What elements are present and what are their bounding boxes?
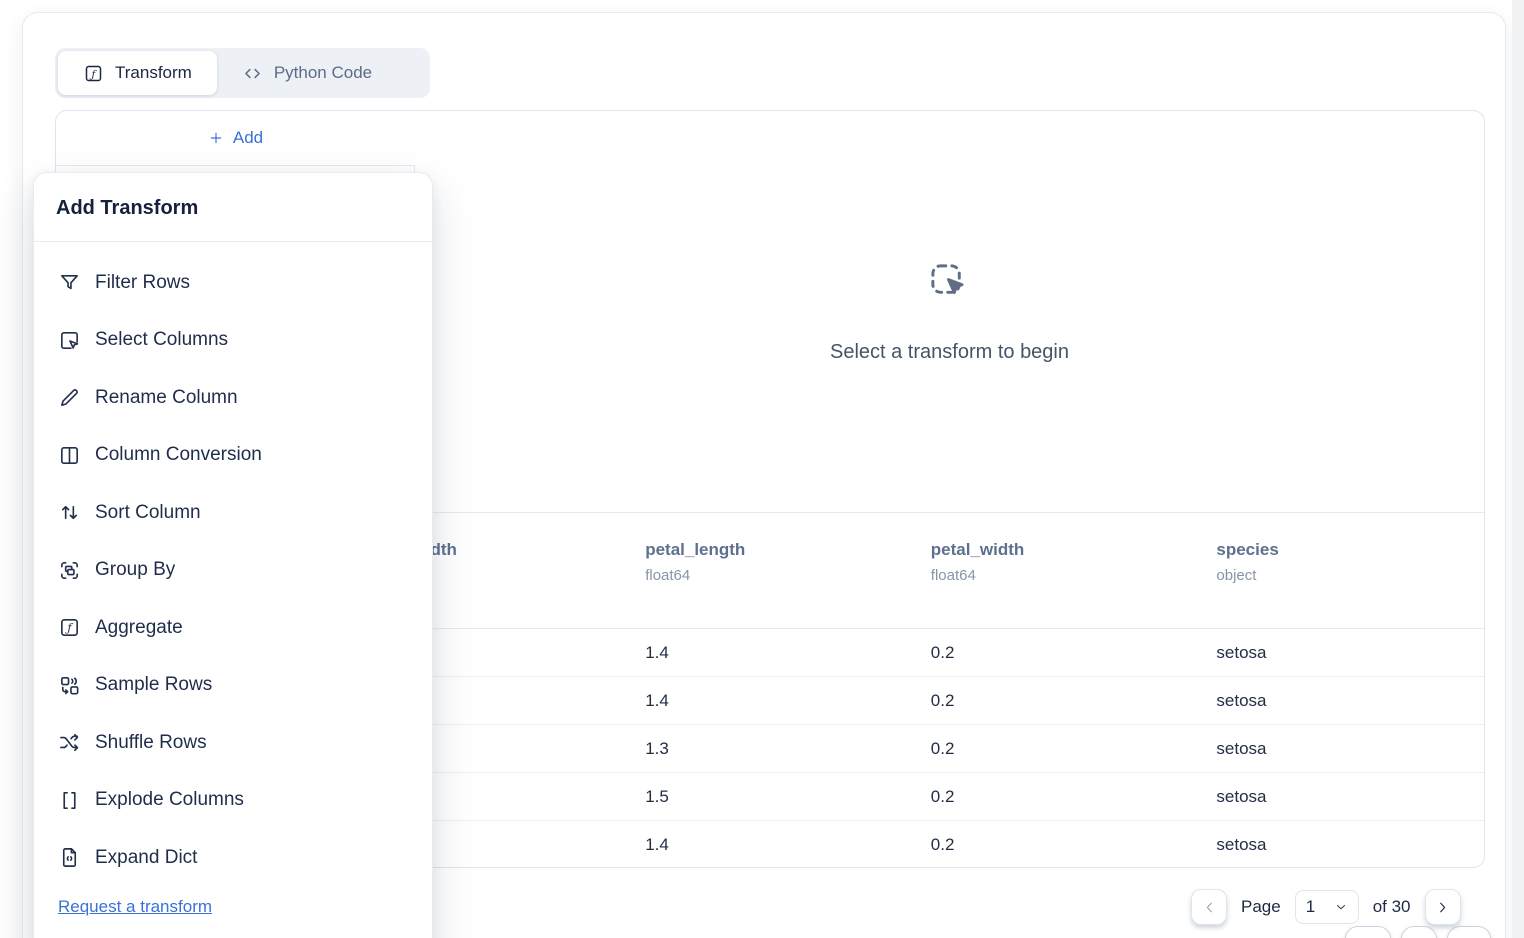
menu-item-shuffle-rows[interactable]: Shuffle Rows [34, 714, 432, 772]
table-cell: 0.2 [930, 643, 955, 662]
empty-state: Select a transform to begin [415, 111, 1484, 512]
sample-icon [58, 674, 81, 697]
menu-item-label: Shuffle Rows [95, 731, 207, 753]
scrollbar-track[interactable] [1512, 0, 1524, 938]
table-cell: 1.4 [645, 691, 669, 710]
table-cell: 1.5 [645, 787, 669, 806]
tab-transform[interactable]: ƒ Transform [58, 51, 217, 95]
table-cell: 0.2 [930, 739, 955, 758]
table-cell: 1.3 [645, 739, 669, 758]
table-body: 1.4 0.2 setosa 1.4 0.2 setosa 1.3 0.2 setosa 1.5 0… [56, 629, 1484, 867]
menu-title: Add Transform [34, 173, 432, 242]
menu-item-aggregate[interactable]: ƒ Aggregate [34, 599, 432, 657]
table-row: 1.4 0.2 setosa [56, 629, 1484, 677]
pencil-icon [58, 386, 81, 409]
svg-text:ƒ: ƒ [64, 621, 73, 635]
menu-item-label: Select Columns [95, 329, 229, 351]
table-cell: setosa [1216, 691, 1267, 710]
column-dtype: float64 [930, 567, 976, 584]
chevron-left-icon [1201, 899, 1218, 916]
page-number-select[interactable]: 1 [1294, 890, 1359, 924]
menu-item-label: Expand Dict [95, 846, 198, 868]
chevron-down-icon [1334, 900, 1348, 914]
function-icon: ƒ [83, 63, 104, 84]
view-tab-group: ƒ Transform Python Code [55, 48, 430, 98]
table-cell: setosa [1216, 787, 1267, 806]
menu-item-label: Sort Column [95, 501, 201, 523]
pagination-bar: Page 1 of 30 [1191, 889, 1461, 925]
cursor-select-icon [926, 259, 973, 311]
menu-item-expand-dict[interactable]: Expand Dict [34, 829, 432, 887]
cutoff-button[interactable] [1345, 926, 1391, 938]
menu-item-rename-column[interactable]: Rename Column [34, 369, 432, 427]
tab-python-code[interactable]: Python Code [217, 51, 397, 95]
menu-item-list: Filter Rows Select Columns Rename Column Co… [34, 242, 432, 887]
column-name: species [1216, 540, 1279, 559]
table-cell: 1.4 [645, 643, 669, 662]
chevron-right-icon [1434, 899, 1451, 916]
cutoff-button[interactable] [1447, 926, 1491, 938]
table-row: 1.3 0.2 setosa [56, 725, 1484, 773]
previous-page-button[interactable] [1191, 889, 1227, 925]
table-cell: 0.2 [930, 835, 955, 854]
menu-item-label: Aggregate [95, 616, 183, 638]
columns-icon [58, 444, 81, 467]
empty-state-message: Select a transform to begin [829, 341, 1069, 363]
add-transform-menu: Add Transform Filter Rows Select Columns R… [33, 172, 433, 938]
page-label: Page [1241, 897, 1281, 916]
menu-item-filter-rows[interactable]: Filter Rows [34, 254, 432, 312]
table-cell: 1.4 [645, 835, 669, 854]
filter-icon [58, 271, 81, 294]
menu-item-label: Column Conversion [95, 444, 262, 466]
table-cell: setosa [1216, 643, 1267, 662]
brackets-icon [58, 789, 81, 812]
current-page-value: 1 [1305, 897, 1316, 916]
select-columns-icon [58, 329, 81, 352]
next-page-button[interactable] [1424, 889, 1461, 925]
function-icon: ƒ [58, 616, 81, 639]
request-transform-link[interactable]: Request a transform [58, 896, 213, 916]
tab-python-code-label: Python Code [273, 63, 373, 82]
menu-item-sort-column[interactable]: Sort Column [34, 484, 432, 542]
menu-item-label: Rename Column [95, 386, 238, 408]
column-name: petal_length [645, 540, 746, 559]
column-name: petal_width [930, 540, 1025, 559]
table-cell: setosa [1216, 739, 1267, 758]
menu-footer: Request a transform [58, 897, 432, 917]
menu-item-label: Group By [95, 559, 176, 581]
column-dtype: object [1216, 567, 1257, 584]
sort-icon [58, 501, 81, 524]
expand-dict-icon [58, 846, 81, 869]
menu-item-explode-columns[interactable]: Explode Columns [34, 772, 432, 830]
column-header: petal_width float64 [913, 513, 1199, 628]
column-header: species object [1198, 513, 1484, 628]
menu-item-label: Sample Rows [95, 674, 213, 696]
table-row: 1.4 0.2 setosa [56, 821, 1484, 867]
column-dtype: float64 [645, 567, 691, 584]
menu-item-sample-rows[interactable]: Sample Rows [34, 657, 432, 715]
menu-item-column-conversion[interactable]: Column Conversion [34, 427, 432, 485]
table-row: 1.5 0.2 setosa [56, 773, 1484, 821]
menu-item-select-columns[interactable]: Select Columns [34, 312, 432, 370]
menu-item-label: Filter Rows [95, 271, 191, 293]
svg-text:ƒ: ƒ [90, 68, 98, 80]
tab-transform-label: Transform [115, 63, 192, 82]
group-icon [58, 559, 81, 582]
add-transform-button-label: Add [232, 128, 264, 147]
code-icon [242, 63, 263, 84]
plus-icon [208, 130, 224, 146]
menu-item-label: Explode Columns [95, 789, 244, 811]
table-cell: setosa [1216, 835, 1267, 854]
shuffle-icon [58, 731, 81, 754]
cutoff-button[interactable] [1401, 926, 1437, 938]
column-header: petal_length float64 [627, 513, 913, 628]
table-cell: 0.2 [930, 787, 955, 806]
menu-item-group-by[interactable]: Group By [34, 542, 432, 600]
add-transform-button[interactable]: Add [56, 111, 415, 166]
table-cell: 0.2 [930, 691, 955, 710]
table-row: 1.4 0.2 setosa [56, 677, 1484, 725]
total-pages-label: of 30 [1372, 897, 1411, 916]
